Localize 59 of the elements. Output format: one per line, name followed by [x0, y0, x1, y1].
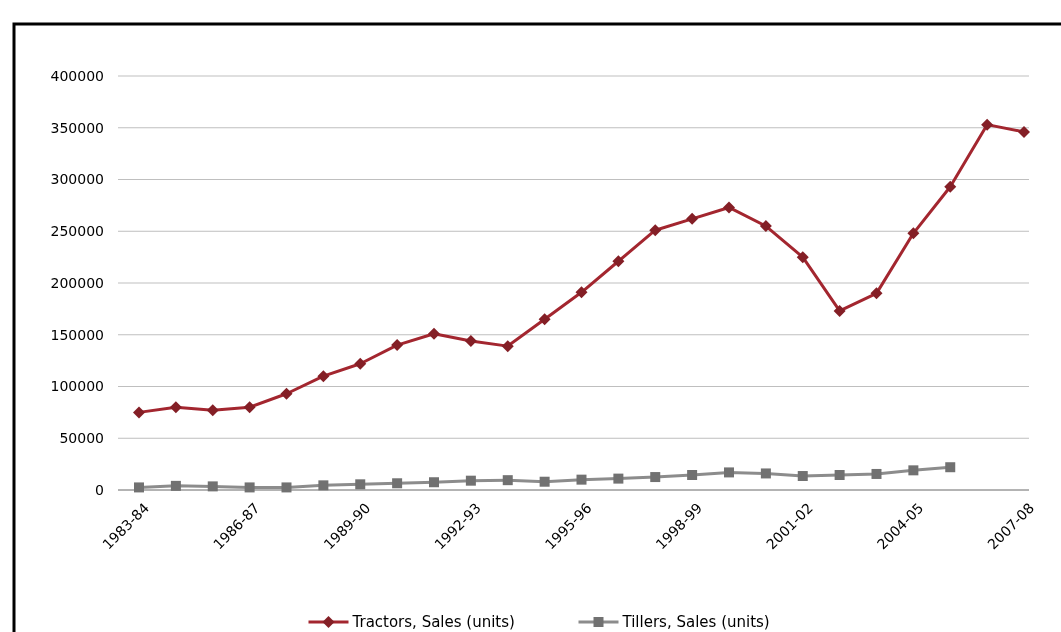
- point: [760, 468, 771, 479]
- y-tick-label: 300000: [50, 171, 104, 188]
- point: [318, 480, 329, 491]
- point: [613, 473, 624, 484]
- point: [834, 469, 845, 480]
- legend-label: Tractors, Sales (units): [351, 613, 515, 632]
- point: [355, 479, 366, 490]
- point: [501, 340, 514, 353]
- point: [908, 465, 919, 476]
- point: [724, 467, 734, 478]
- point: [170, 480, 181, 491]
- point: [429, 477, 439, 488]
- point: [354, 357, 367, 370]
- point: [797, 471, 808, 482]
- point: [575, 286, 588, 299]
- y-tick-label: 0: [95, 481, 104, 498]
- point: [244, 482, 255, 493]
- point: [833, 304, 846, 317]
- point: [428, 327, 440, 340]
- point: [944, 180, 957, 193]
- point: [870, 287, 883, 300]
- y-tick-label: 350000: [50, 119, 104, 136]
- point: [207, 481, 218, 492]
- point: [133, 406, 145, 419]
- point: [907, 227, 920, 240]
- point: [392, 478, 403, 489]
- point: [649, 224, 662, 237]
- point: [871, 468, 882, 479]
- point: [317, 370, 330, 383]
- point: [612, 255, 625, 268]
- point: [687, 469, 698, 480]
- y-tick-label: 200000: [50, 274, 104, 291]
- point: [243, 401, 256, 414]
- point: [169, 401, 182, 414]
- point: [280, 387, 293, 400]
- point: [502, 475, 513, 486]
- point: [464, 334, 477, 347]
- y-tick-label: 250000: [50, 223, 104, 240]
- point: [759, 220, 772, 233]
- point: [796, 251, 809, 264]
- y-tick-label: 150000: [50, 326, 104, 343]
- point: [391, 339, 404, 352]
- legend-label: Tillers, Sales (units): [621, 613, 770, 632]
- point: [945, 462, 956, 473]
- point: [134, 482, 144, 493]
- point: [281, 482, 292, 493]
- y-tick-label: 400000: [50, 67, 104, 84]
- point: [538, 313, 551, 326]
- point: [576, 474, 587, 485]
- y-tick-label: 50000: [59, 430, 104, 447]
- point: [206, 404, 219, 417]
- point: [539, 476, 550, 487]
- point: [650, 472, 661, 483]
- y-tick-label: 100000: [50, 378, 104, 395]
- point: [1018, 125, 1030, 138]
- point: [686, 212, 699, 225]
- point: [723, 201, 735, 214]
- point: [465, 475, 476, 486]
- point: [981, 118, 994, 131]
